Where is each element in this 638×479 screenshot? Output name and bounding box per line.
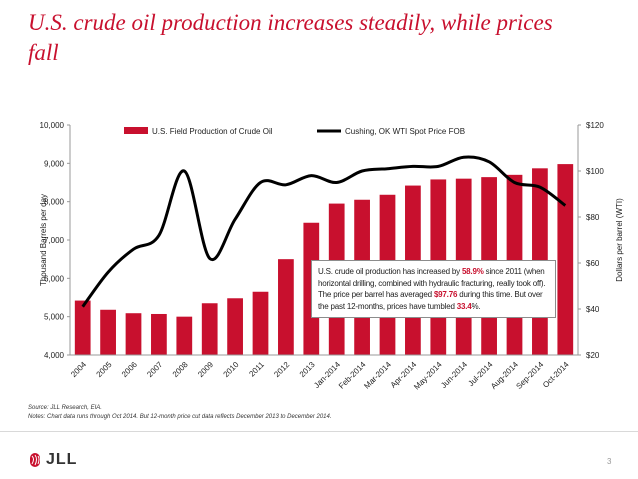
slide-title: U.S. crude oil production increases stea… bbox=[28, 10, 553, 65]
x-tick-label: 2013 bbox=[298, 360, 317, 379]
x-tick-label: Oct-2014 bbox=[541, 360, 571, 390]
page-number: 3 bbox=[607, 457, 612, 466]
left-tick-label: 7,000 bbox=[44, 236, 65, 245]
callout-text-3: during this time. But over the past 12-m… bbox=[318, 290, 543, 311]
x-tick-label: 2010 bbox=[222, 360, 241, 379]
bar bbox=[227, 298, 243, 355]
chart-notes: Source: JLL Research, EIA. Notes: Chart … bbox=[28, 404, 332, 422]
callout-box: U.S. crude oil production has increased … bbox=[311, 260, 556, 318]
x-tick-label: 2005 bbox=[95, 360, 114, 379]
jll-logo-icon bbox=[30, 453, 40, 467]
footer-divider bbox=[0, 431, 638, 432]
left-tick-label: 6,000 bbox=[44, 274, 65, 283]
source-note: Source: JLL Research, EIA. bbox=[28, 405, 102, 411]
right-tick-label: $100 bbox=[586, 167, 604, 176]
x-tick-label: 2006 bbox=[120, 360, 139, 379]
callout-avg-price: $97.76 bbox=[433, 290, 458, 299]
bar bbox=[201, 303, 218, 355]
bar bbox=[252, 291, 269, 355]
bar bbox=[176, 316, 193, 355]
right-tick-label: $120 bbox=[586, 121, 604, 130]
jll-logo: JLL bbox=[28, 451, 77, 469]
production-price-chart: 4,000 5,000 6,000 7,000 8,000 9,000 10,000 $20 $… bbox=[39, 121, 624, 392]
x-tick-label: Sep-2014 bbox=[514, 360, 545, 391]
callout-pct-increase: 58.9% bbox=[461, 267, 484, 276]
right-tick-label: $60 bbox=[586, 259, 600, 268]
bar bbox=[557, 164, 574, 355]
bar bbox=[151, 313, 167, 355]
bar bbox=[74, 300, 91, 355]
x-tick-label: 2004 bbox=[69, 360, 88, 379]
left-tick-label: 10,000 bbox=[40, 121, 65, 130]
left-tick-label: 4,000 bbox=[44, 351, 65, 360]
data-note: Notes: Chart data runs through Oct 2014.… bbox=[28, 414, 332, 420]
logo-text: JLL bbox=[46, 451, 78, 468]
legend-swatch-bar bbox=[124, 127, 148, 134]
callout-pct-drop: 33.4 bbox=[456, 301, 472, 311]
x-tick-label: 2007 bbox=[145, 360, 164, 379]
callout-text-1: U.S. crude oil production has increased … bbox=[318, 267, 462, 276]
x-tick-label: 2008 bbox=[171, 360, 190, 379]
left-axis-title: Thousand Barrels per day bbox=[39, 194, 48, 286]
left-tick-label: 8,000 bbox=[44, 198, 65, 207]
legend-label-line: Cushing, OK WTI Spot Price FOB bbox=[345, 127, 465, 136]
callout-text-4: %. bbox=[471, 301, 481, 311]
bar bbox=[125, 313, 142, 355]
right-tick-label: $80 bbox=[586, 213, 600, 222]
x-tick-label: 2012 bbox=[272, 360, 291, 379]
x-tick-label: Mar-2014 bbox=[362, 360, 393, 391]
price-line bbox=[81, 155, 567, 308]
x-tick-label: 2011 bbox=[247, 360, 266, 379]
callout-text-2: since 2011 (when horizontal drilling, co… bbox=[318, 267, 546, 299]
legend-label-bar: U.S. Field Production of Crude Oil bbox=[152, 127, 273, 136]
left-tick-label: 5,000 bbox=[44, 313, 65, 322]
right-tick-label: $40 bbox=[586, 305, 600, 314]
bar bbox=[100, 309, 116, 355]
right-axis-title: Dollars per barrel (WTI) bbox=[615, 198, 624, 282]
x-tick-label: 2009 bbox=[196, 360, 215, 379]
right-tick-label: $20 bbox=[586, 351, 600, 360]
x-tick-label: Jun-2014 bbox=[439, 360, 469, 390]
x-tick-label: May-2014 bbox=[412, 360, 444, 392]
bar bbox=[278, 259, 294, 355]
left-tick-label: 9,000 bbox=[44, 159, 65, 168]
